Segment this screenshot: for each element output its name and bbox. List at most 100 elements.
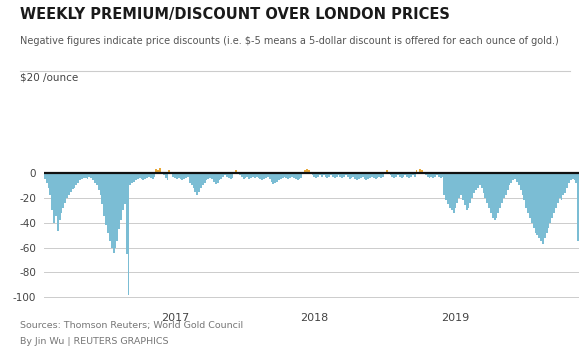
Bar — [453, 173, 455, 213]
Bar — [531, 173, 533, 223]
Bar — [414, 173, 415, 177]
Bar — [484, 173, 486, 198]
Bar — [128, 173, 129, 295]
Bar — [516, 173, 518, 182]
Bar — [192, 173, 194, 188]
Bar — [418, 172, 419, 173]
Bar — [300, 173, 302, 178]
Bar — [219, 173, 221, 180]
Bar — [404, 173, 407, 175]
Text: WEEKLY PREMIUM/DISCOUNT OVER LONDON PRICES: WEEKLY PREMIUM/DISCOUNT OVER LONDON PRIC… — [20, 7, 450, 22]
Bar — [228, 173, 230, 178]
Bar — [497, 173, 499, 213]
Bar — [180, 173, 181, 179]
Bar — [458, 173, 460, 198]
Bar — [51, 173, 53, 210]
Bar — [254, 173, 256, 178]
Bar — [269, 173, 271, 179]
Bar — [256, 173, 257, 177]
Bar — [113, 173, 115, 252]
Bar — [92, 173, 94, 180]
Bar — [522, 173, 524, 195]
Bar — [540, 173, 542, 241]
Bar — [276, 173, 278, 182]
Bar — [443, 173, 445, 195]
Bar — [74, 173, 75, 188]
Bar — [402, 173, 404, 177]
Bar — [347, 173, 349, 177]
Bar — [200, 173, 202, 188]
Bar — [239, 173, 241, 175]
Bar — [336, 173, 338, 177]
Bar — [237, 172, 239, 173]
Bar — [55, 173, 57, 217]
Bar — [99, 173, 101, 195]
Bar — [87, 173, 88, 179]
Bar — [58, 173, 61, 220]
Bar — [323, 173, 325, 175]
Bar — [339, 173, 341, 177]
Bar — [326, 173, 328, 178]
Bar — [153, 173, 156, 177]
Bar — [462, 173, 464, 200]
Bar — [568, 173, 570, 183]
Bar — [198, 173, 200, 192]
Bar — [442, 173, 443, 177]
Bar — [356, 173, 358, 180]
Bar — [246, 173, 248, 177]
Bar — [178, 173, 180, 178]
Bar — [64, 173, 66, 203]
Bar — [50, 173, 51, 195]
Bar — [481, 173, 483, 188]
Bar — [407, 173, 408, 177]
Bar — [189, 173, 191, 183]
Bar — [570, 173, 572, 180]
Bar — [131, 173, 133, 183]
Bar — [399, 173, 401, 177]
Bar — [298, 173, 300, 179]
Bar — [77, 173, 79, 183]
Bar — [492, 173, 494, 218]
Bar — [429, 173, 431, 178]
Bar — [565, 173, 566, 193]
Bar — [176, 173, 178, 179]
Bar — [505, 173, 507, 195]
Bar — [161, 172, 163, 173]
Bar — [557, 173, 559, 203]
Bar — [421, 170, 423, 173]
Bar — [464, 173, 466, 205]
Bar — [483, 173, 484, 193]
Bar — [369, 173, 371, 178]
Bar — [144, 173, 146, 179]
Bar — [514, 173, 516, 179]
Bar — [432, 173, 434, 178]
Bar — [135, 173, 137, 180]
Bar — [235, 170, 237, 173]
Bar — [375, 173, 377, 179]
Bar — [549, 173, 551, 223]
Bar — [350, 173, 352, 178]
Bar — [98, 173, 99, 190]
Bar — [122, 173, 124, 210]
Bar — [507, 173, 508, 190]
Bar — [204, 173, 205, 183]
Bar — [412, 173, 414, 175]
Bar — [431, 173, 432, 177]
Bar — [70, 173, 72, 192]
Bar — [311, 173, 314, 175]
Bar — [495, 173, 497, 218]
Bar — [44, 173, 46, 179]
Bar — [287, 173, 289, 179]
Bar — [466, 173, 467, 210]
Bar — [118, 173, 120, 229]
Bar — [170, 172, 172, 173]
Bar — [384, 172, 386, 173]
Bar — [209, 173, 211, 178]
Bar — [434, 173, 436, 177]
Bar — [261, 173, 263, 180]
Bar — [304, 170, 306, 173]
Bar — [241, 173, 243, 177]
Bar — [577, 173, 579, 241]
Bar — [529, 173, 531, 218]
Bar — [274, 173, 276, 183]
